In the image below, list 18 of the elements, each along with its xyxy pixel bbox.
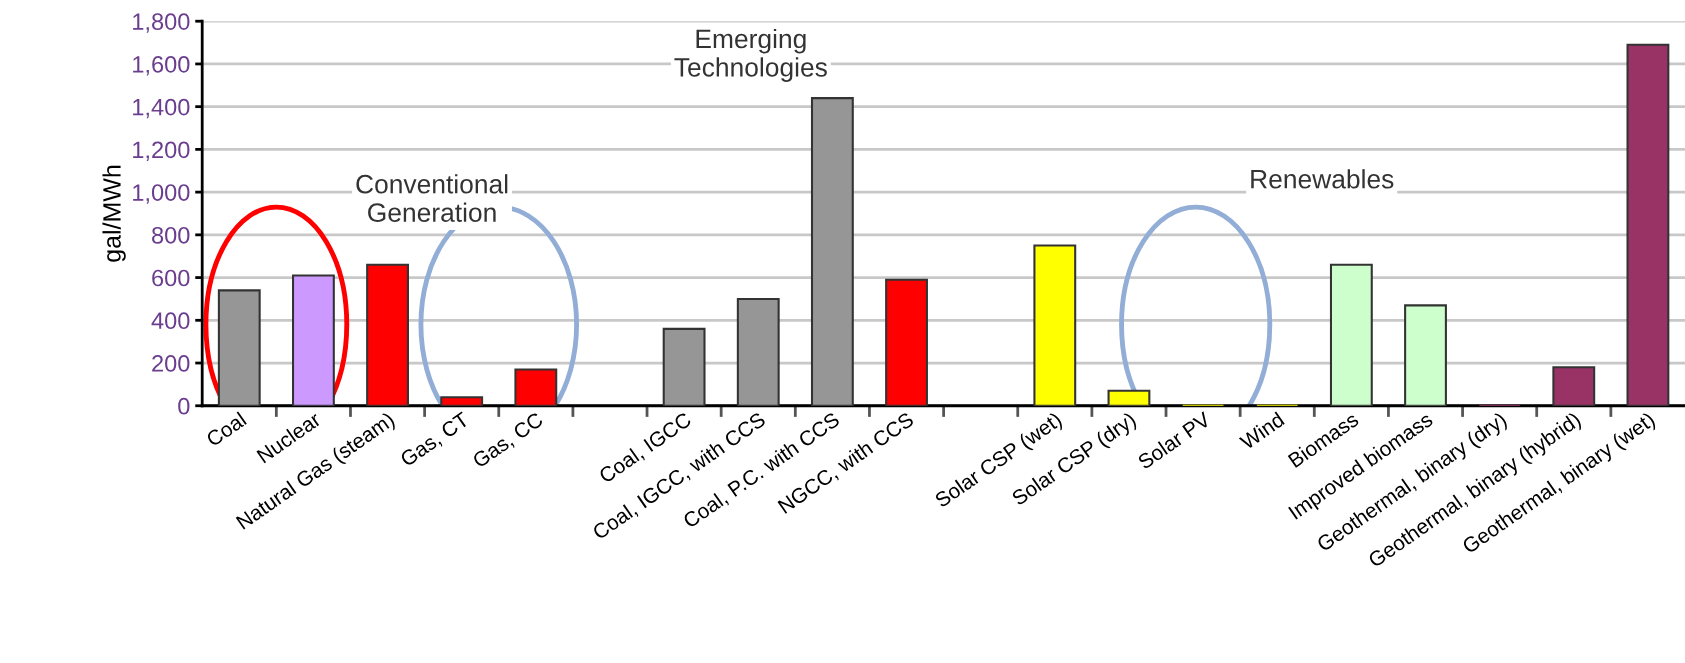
annotation: Conventional Generation [356,174,508,222]
y-tick-label: 0 [178,397,190,415]
annotation: Renewables [1251,169,1394,189]
x-tick-label: Solar PV [1136,410,1212,470]
y-tick-label: 1,200 [133,141,190,161]
y-tick-label: 200 [152,355,190,372]
y-tick-label: 1,600 [133,56,190,76]
y-axis-title: gal/MWh [102,165,126,262]
y-tick-label: 1,400 [133,98,190,119]
x-tick-label: Gas, CT [399,411,472,470]
y-tick-label: 1,800 [133,13,190,33]
y-tick-label: 1,000 [133,184,190,204]
x-tick-label: Coal [205,411,247,448]
y-tick-label: 800 [152,226,190,244]
x-tick-label: Gas, CC [471,411,546,471]
y-tick-label: 600 [152,269,190,287]
annotation: Emerging Technologies [674,28,827,82]
y-tick-label: 400 [151,312,190,330]
